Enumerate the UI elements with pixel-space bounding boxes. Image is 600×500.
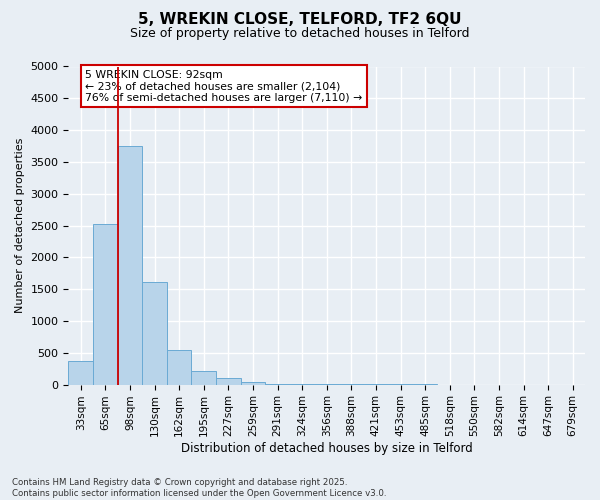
Bar — [216, 378, 241, 384]
Bar — [118, 146, 142, 384]
Y-axis label: Number of detached properties: Number of detached properties — [15, 138, 25, 313]
Text: 5 WREKIN CLOSE: 92sqm
← 23% of detached houses are smaller (2,104)
76% of semi-d: 5 WREKIN CLOSE: 92sqm ← 23% of detached … — [85, 70, 362, 103]
Text: Size of property relative to detached houses in Telford: Size of property relative to detached ho… — [130, 28, 470, 40]
Bar — [93, 224, 118, 384]
Bar — [167, 350, 191, 384]
Bar — [142, 282, 167, 385]
Text: 5, WREKIN CLOSE, TELFORD, TF2 6QU: 5, WREKIN CLOSE, TELFORD, TF2 6QU — [138, 12, 462, 28]
Bar — [241, 382, 265, 384]
X-axis label: Distribution of detached houses by size in Telford: Distribution of detached houses by size … — [181, 442, 473, 455]
Text: Contains HM Land Registry data © Crown copyright and database right 2025.
Contai: Contains HM Land Registry data © Crown c… — [12, 478, 386, 498]
Bar — [191, 371, 216, 384]
Bar — [68, 361, 93, 384]
